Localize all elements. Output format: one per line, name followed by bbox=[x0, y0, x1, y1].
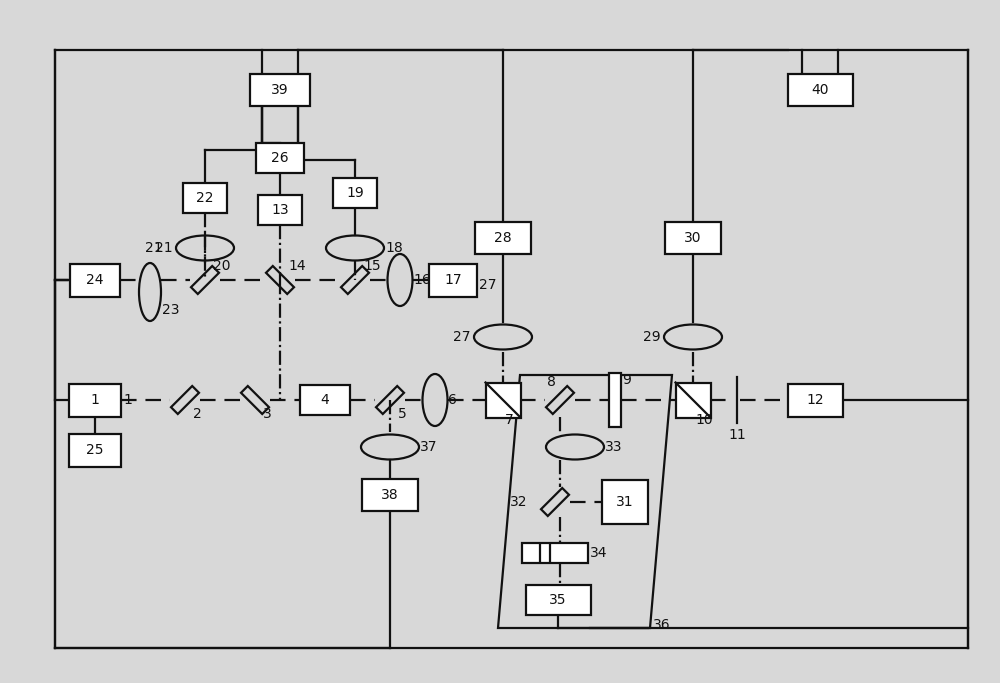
Text: 12: 12 bbox=[806, 393, 824, 407]
Text: 27: 27 bbox=[454, 330, 471, 344]
Text: 11: 11 bbox=[728, 428, 746, 442]
Text: 22: 22 bbox=[196, 191, 214, 205]
Bar bbox=[69, 434, 121, 466]
Text: 18: 18 bbox=[385, 241, 403, 255]
Text: 33: 33 bbox=[605, 440, 622, 454]
Text: 31: 31 bbox=[616, 495, 634, 509]
Text: 25: 25 bbox=[86, 443, 104, 457]
Text: 1: 1 bbox=[91, 393, 99, 407]
Text: 4: 4 bbox=[321, 393, 329, 407]
Text: 1: 1 bbox=[123, 393, 132, 407]
Text: 35: 35 bbox=[549, 593, 567, 607]
Text: 5: 5 bbox=[398, 407, 407, 421]
Bar bbox=[429, 264, 477, 296]
Bar bbox=[522, 543, 588, 563]
Bar bbox=[362, 479, 418, 511]
Bar bbox=[70, 264, 120, 296]
Text: 17: 17 bbox=[444, 273, 462, 287]
Text: 20: 20 bbox=[213, 259, 230, 273]
Text: 7: 7 bbox=[505, 413, 514, 427]
Text: 6: 6 bbox=[448, 393, 457, 407]
Bar bbox=[475, 222, 531, 254]
Bar bbox=[602, 480, 648, 524]
Bar bbox=[258, 195, 302, 225]
Text: 32: 32 bbox=[510, 495, 527, 509]
Text: 2: 2 bbox=[193, 407, 202, 421]
Text: 27: 27 bbox=[479, 278, 496, 292]
Text: 40: 40 bbox=[811, 83, 829, 97]
Text: 3: 3 bbox=[263, 407, 272, 421]
Text: 26: 26 bbox=[271, 151, 289, 165]
Text: 14: 14 bbox=[288, 259, 306, 273]
Text: 28: 28 bbox=[494, 231, 512, 245]
Bar bbox=[676, 382, 710, 417]
Text: 39: 39 bbox=[271, 83, 289, 97]
Bar bbox=[333, 178, 377, 208]
Bar bbox=[788, 74, 852, 106]
Text: 34: 34 bbox=[590, 546, 608, 560]
Bar bbox=[183, 183, 227, 213]
Text: 30: 30 bbox=[684, 231, 702, 245]
Text: 38: 38 bbox=[381, 488, 399, 502]
Text: 37: 37 bbox=[420, 440, 438, 454]
Text: 29: 29 bbox=[643, 330, 661, 344]
Text: 9: 9 bbox=[622, 373, 631, 387]
Bar bbox=[256, 143, 304, 173]
Bar bbox=[69, 383, 121, 417]
Text: 21: 21 bbox=[155, 241, 173, 255]
Text: 21: 21 bbox=[145, 241, 163, 255]
Text: 10: 10 bbox=[695, 413, 713, 427]
Bar bbox=[526, 585, 590, 615]
Text: 36: 36 bbox=[653, 618, 671, 632]
Bar bbox=[486, 382, 520, 417]
Text: 19: 19 bbox=[346, 186, 364, 200]
Bar bbox=[665, 222, 721, 254]
Bar bbox=[300, 385, 350, 415]
Text: 16: 16 bbox=[413, 273, 431, 287]
Text: 8: 8 bbox=[547, 375, 556, 389]
Text: 15: 15 bbox=[363, 259, 381, 273]
Bar bbox=[250, 74, 310, 106]
Text: 24: 24 bbox=[86, 273, 104, 287]
Bar bbox=[788, 383, 842, 417]
Text: 23: 23 bbox=[162, 303, 180, 317]
Bar bbox=[609, 373, 621, 427]
Text: 13: 13 bbox=[271, 203, 289, 217]
